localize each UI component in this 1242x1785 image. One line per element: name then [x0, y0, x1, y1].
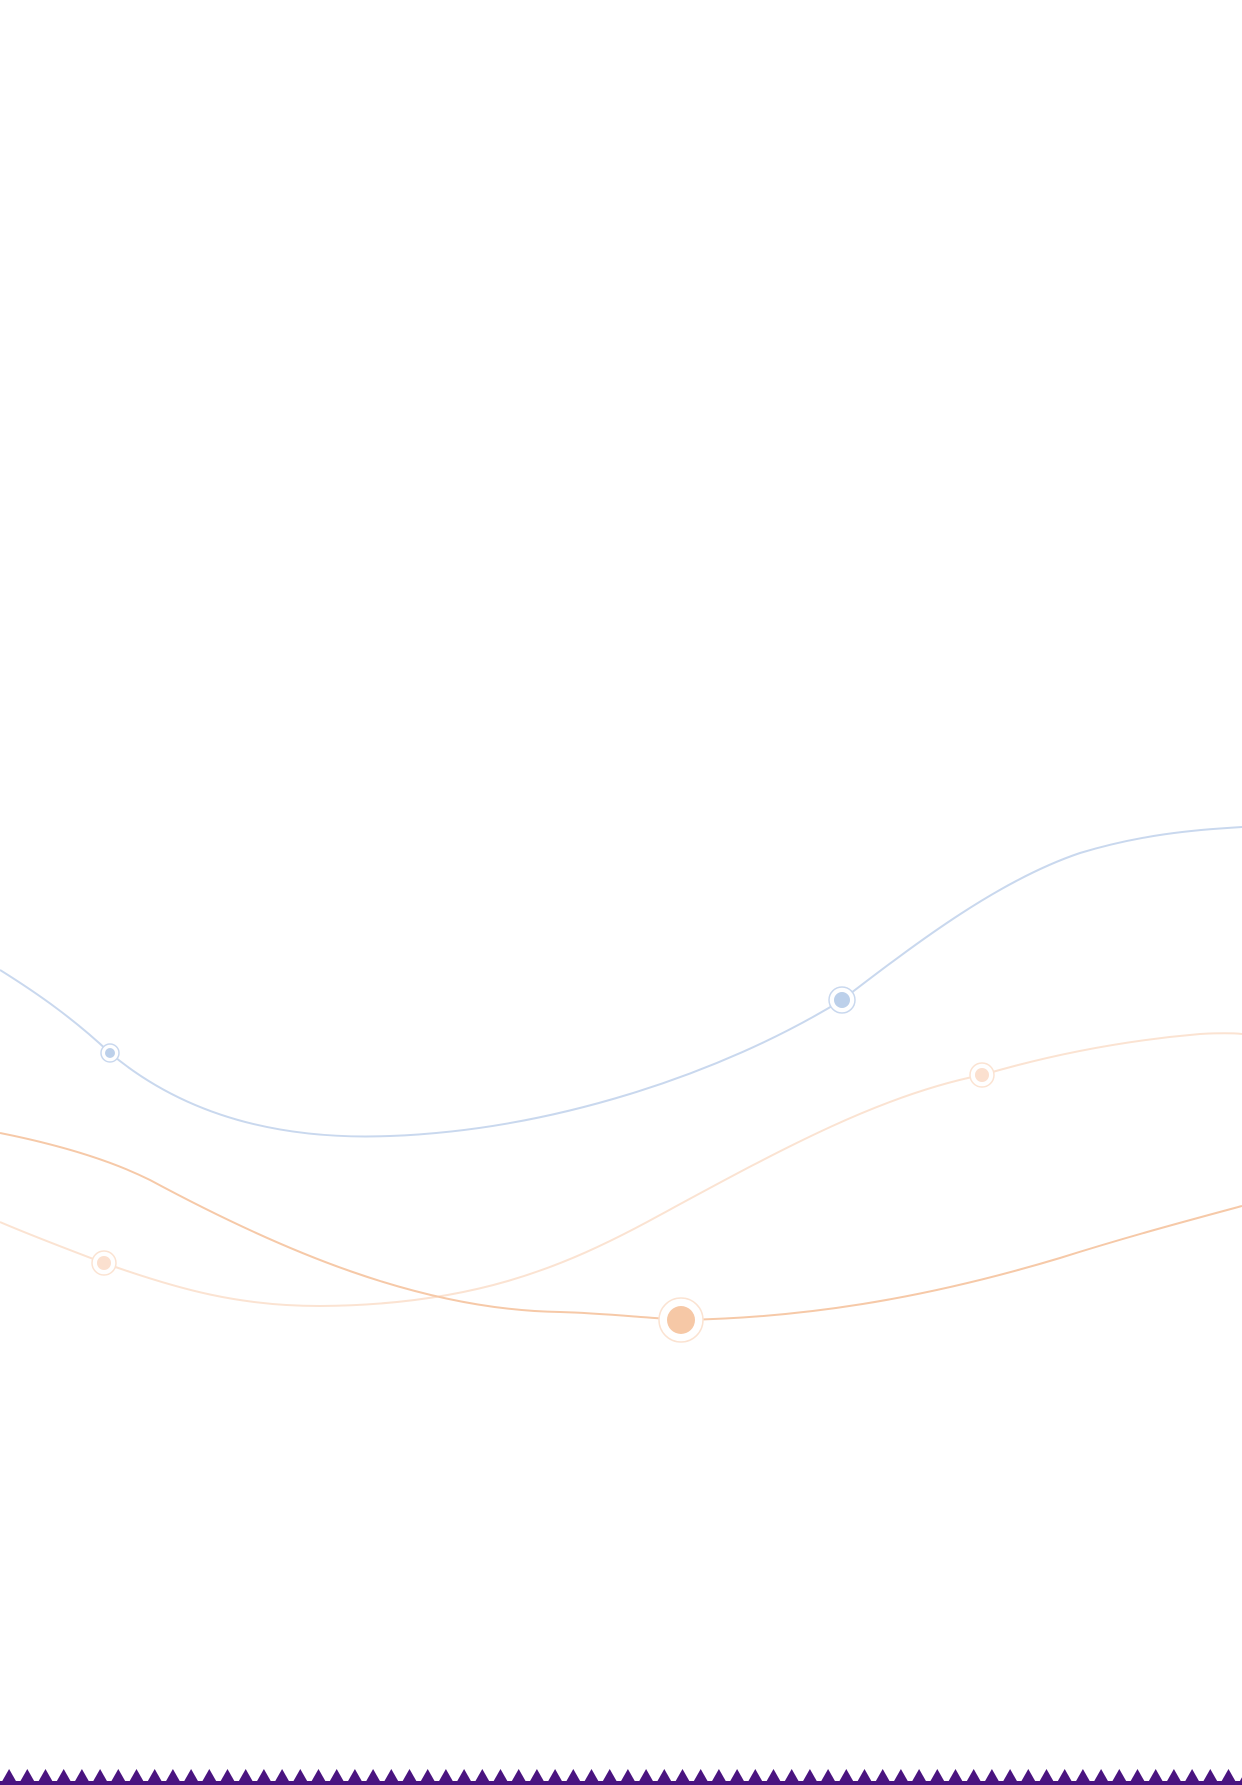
zigzag-tooth	[236, 1769, 255, 1785]
zigzag-tooth	[564, 1769, 583, 1785]
peach-node-large	[658, 1297, 704, 1343]
zigzag-tooth	[1146, 1769, 1165, 1785]
zigzag-tooth	[618, 1769, 637, 1785]
zigzag-tooth	[946, 1769, 965, 1785]
zigzag-tooth	[600, 1769, 619, 1785]
zigzag-tooth	[436, 1769, 455, 1785]
zigzag-tooth	[1128, 1769, 1147, 1785]
zigzag-tooth	[145, 1769, 164, 1785]
zigzag-tooth	[163, 1769, 182, 1785]
zigzag-tooth	[345, 1769, 364, 1785]
zigzag-tooth	[928, 1769, 947, 1785]
zigzag-tooth	[36, 1769, 55, 1785]
zigzag-tooth	[1201, 1769, 1220, 1785]
zigzag-tooth	[655, 1769, 674, 1785]
zigzag-tooth	[509, 1769, 528, 1785]
zigzag-tooth	[837, 1769, 856, 1785]
blue-node-small	[100, 1043, 120, 1063]
zigzag-tooth	[1219, 1769, 1238, 1785]
peach-faint-wave-line	[0, 1032, 1242, 1308]
zigzag-tooth	[527, 1769, 546, 1785]
zigzag-tooth	[1110, 1769, 1129, 1785]
zigzag-tooth	[819, 1769, 838, 1785]
zigzag-tooth	[873, 1769, 892, 1785]
zigzag-tooth	[327, 1769, 346, 1785]
zigzag-tooth	[1164, 1769, 1183, 1785]
zigzag-tooth	[1237, 1777, 1242, 1785]
zigzag-tooth	[0, 1769, 19, 1785]
zigzag-tooth	[18, 1769, 37, 1785]
zigzag-tooth	[400, 1769, 419, 1785]
zigzag-tooth	[855, 1769, 874, 1785]
zigzag-tooth	[418, 1769, 437, 1785]
zigzag-tooth	[200, 1769, 219, 1785]
zigzag-tooth	[1183, 1769, 1202, 1785]
zigzag-tooth	[218, 1769, 237, 1785]
zigzag-tooth	[72, 1769, 91, 1785]
zigzag-tooth	[891, 1769, 910, 1785]
zigzag-tooth	[1037, 1769, 1056, 1785]
peach-faint-node-left	[91, 1250, 117, 1276]
zigzag-tooth	[582, 1769, 601, 1785]
zigzag-tooth	[473, 1769, 492, 1785]
zigzag-tooth	[91, 1769, 110, 1785]
zigzag-tooth	[309, 1769, 328, 1785]
zigzag-tooth	[1055, 1769, 1074, 1785]
zigzag-tooth	[746, 1769, 765, 1785]
zigzag-border	[0, 1769, 1242, 1785]
zigzag-tooth	[127, 1769, 146, 1785]
zigzag-tooth	[1001, 1769, 1020, 1785]
zigzag-tooth	[673, 1769, 692, 1785]
zigzag-tooth	[273, 1769, 292, 1785]
blue-node-large	[828, 986, 856, 1014]
zigzag-tooth	[1073, 1769, 1092, 1785]
zigzag-tooth	[800, 1769, 819, 1785]
zigzag-tooth	[54, 1769, 73, 1785]
zigzag-tooth	[109, 1769, 128, 1785]
zigzag-tooth	[910, 1769, 929, 1785]
zigzag-tooth	[982, 1769, 1001, 1785]
zigzag-tooth	[491, 1769, 510, 1785]
zigzag-tooth	[291, 1769, 310, 1785]
zigzag-tooth	[691, 1769, 710, 1785]
zigzag-tooth	[637, 1769, 656, 1785]
zigzag-tooth	[254, 1769, 273, 1785]
zigzag-tooth	[764, 1769, 783, 1785]
zigzag-tooth	[728, 1769, 747, 1785]
zigzag-tooth	[182, 1769, 201, 1785]
zigzag-tooth	[382, 1769, 401, 1785]
zigzag-tooth	[1019, 1769, 1038, 1785]
zigzag-tooth	[782, 1769, 801, 1785]
zigzag-tooth	[964, 1769, 983, 1785]
zigzag-tooth	[709, 1769, 728, 1785]
zigzag-tooth	[455, 1769, 474, 1785]
zigzag-tooth	[364, 1769, 383, 1785]
zigzag-tooth	[1092, 1769, 1111, 1785]
peach-faint-node-right	[969, 1062, 995, 1088]
blue-wave-line	[0, 826, 1242, 1138]
zigzag-tooth	[546, 1769, 565, 1785]
peach-wave-line	[0, 1132, 1242, 1322]
